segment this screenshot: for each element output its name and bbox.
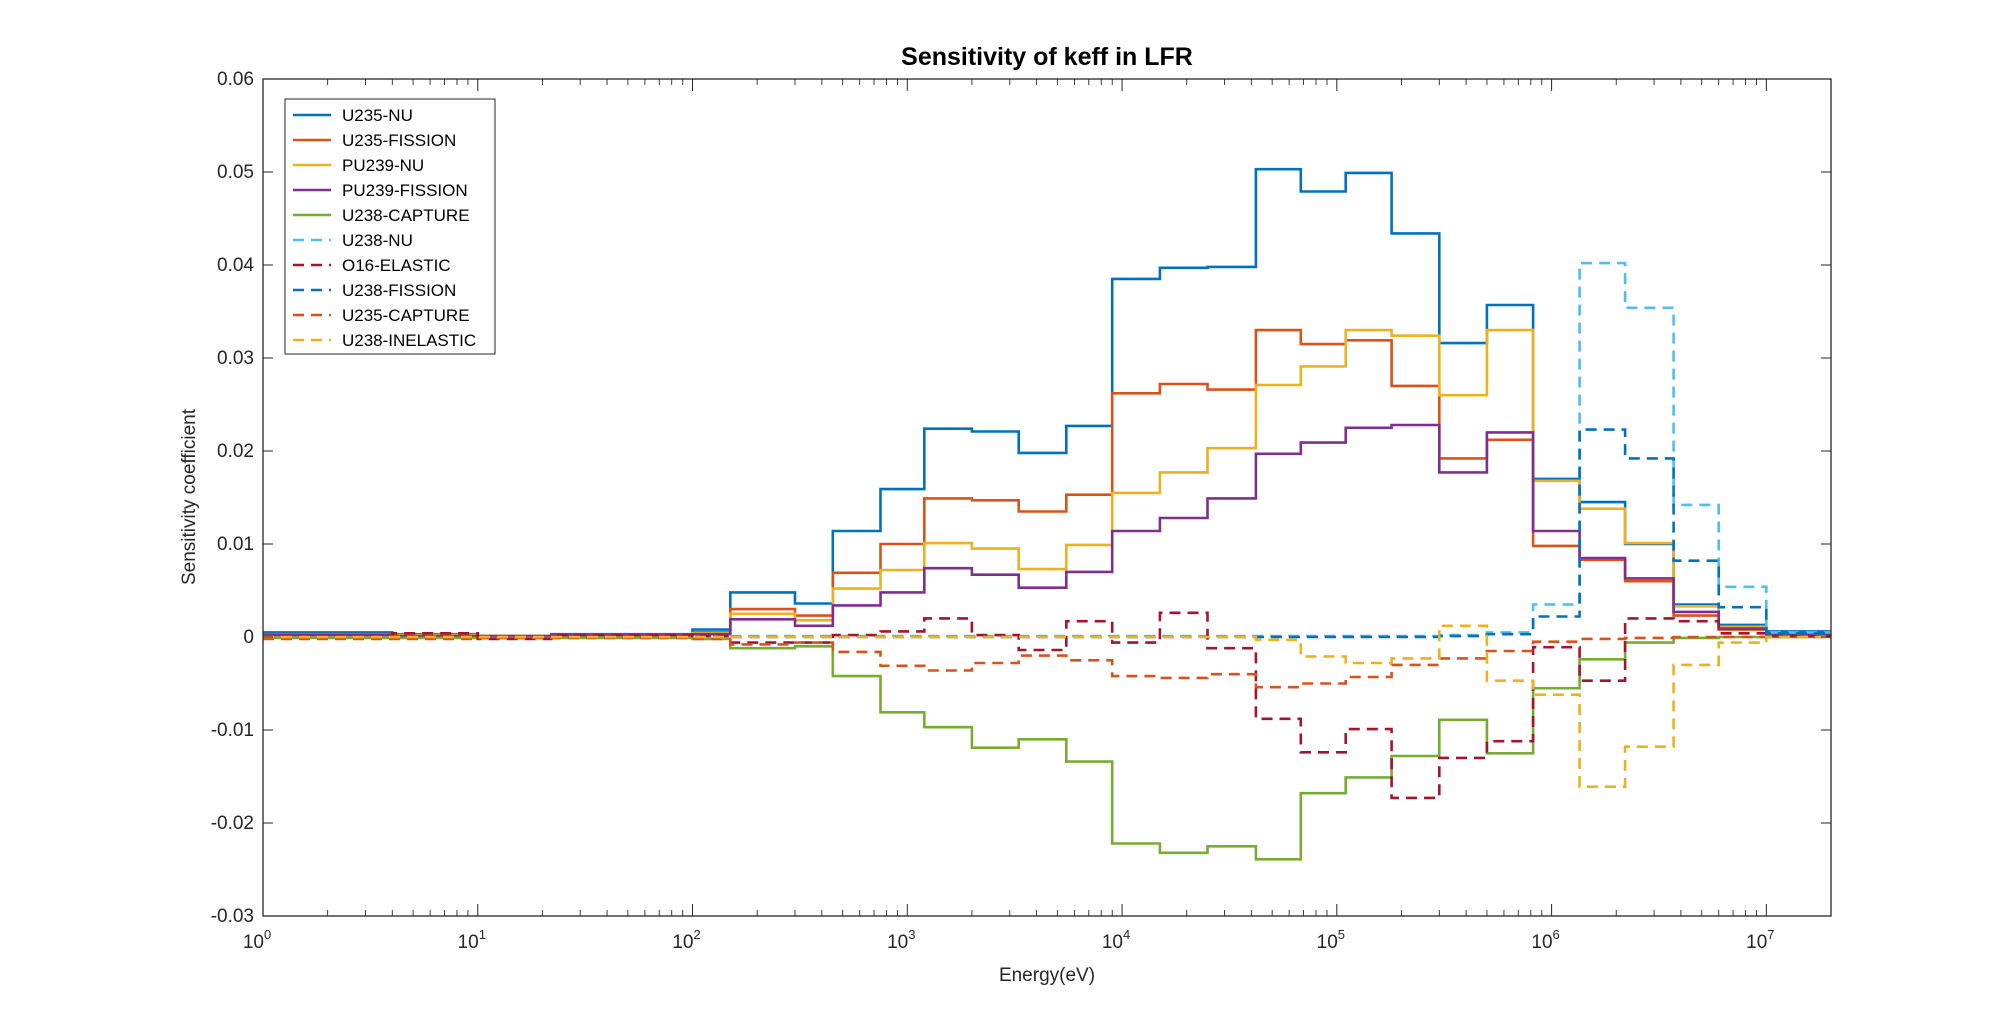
legend-label: U238-INELASTIC: [342, 331, 476, 350]
legend-label: U235-CAPTURE: [342, 306, 470, 325]
series-line-u238-inelastic: [263, 624, 1831, 788]
chart-title: Sensitivity of keff in LFR: [901, 43, 1193, 71]
y-tick-label: -0.03: [211, 906, 254, 927]
y-tick-label: -0.02: [211, 813, 254, 834]
y-tick-label: 0.02: [217, 441, 254, 462]
legend-label: U235-FISSION: [342, 131, 456, 150]
ticks-layer: 0.06 0.05 0.04 0.03 0.02 0.01 0 -0.01 -0.02 -0.03…: [211, 69, 1832, 953]
legend-label: O16-ELASTIC: [342, 256, 451, 275]
series-layer: [263, 167, 1831, 861]
legend-label: PU239-NU: [342, 156, 424, 175]
y-axis-label: Sensitivity coefficient: [179, 408, 200, 585]
legend-label: U238-FISSION: [342, 281, 456, 300]
y-tick-label: -0.01: [211, 720, 254, 741]
legend: U235-NU U235-FISSION PU239-NU PU239-FISSION…: [284, 98, 496, 355]
plot-area: [263, 79, 1831, 916]
x-tick-label: 104: [1102, 927, 1130, 953]
y-tick-label: 0: [243, 627, 254, 648]
series-line-o16-elastic: [263, 611, 1831, 800]
x-axis-label: Energy(eV): [999, 965, 1095, 986]
axes-box: [262, 78, 1832, 917]
legend-box: [284, 98, 496, 355]
y-tick-label: 0.06: [217, 69, 254, 90]
legend-label: PU239-FISSION: [342, 181, 468, 200]
y-tick-label: 0.05: [217, 162, 254, 183]
y-tick-label: 0.03: [217, 348, 254, 369]
series-line-u235-capture: [263, 635, 1831, 689]
y-tick-label: 0.04: [217, 255, 254, 276]
legend-label: U238-CAPTURE: [342, 206, 470, 225]
y-tick-label: 0.01: [217, 534, 254, 555]
legend-label: U238-NU: [342, 231, 413, 250]
legend-label: U235-NU: [342, 106, 413, 125]
